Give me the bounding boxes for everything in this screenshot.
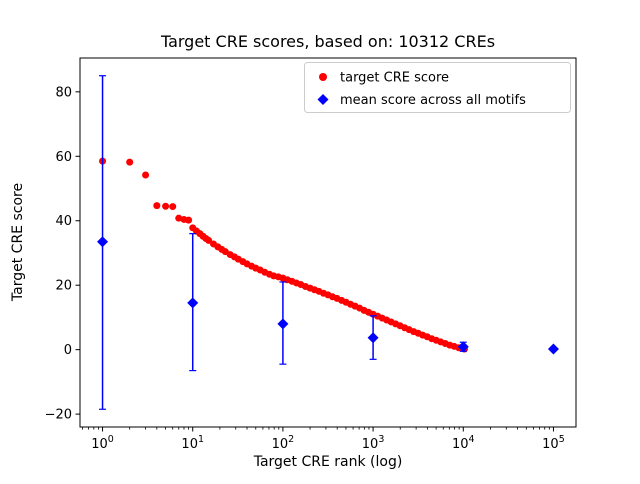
y-tick-label: 40 bbox=[55, 214, 72, 229]
target-score-point bbox=[162, 202, 170, 210]
y-tick-label: 60 bbox=[55, 150, 72, 165]
y-tick-label: 80 bbox=[55, 85, 72, 100]
mean-score-diamond bbox=[187, 297, 199, 309]
legend-mean-marker-icon bbox=[317, 94, 329, 105]
mean-score-diamond bbox=[457, 341, 469, 353]
y-tick-label: 20 bbox=[55, 279, 72, 294]
y-axis-label: Target CRE score bbox=[10, 183, 26, 302]
target-score-point bbox=[205, 236, 213, 244]
x-tick-label: 105 bbox=[542, 434, 565, 452]
x-tick-label: 104 bbox=[452, 434, 475, 452]
target-score-point bbox=[142, 171, 150, 179]
legend-target-marker-icon bbox=[319, 73, 327, 81]
mean-score-diamond bbox=[367, 332, 379, 344]
axis-ticks: 100 101 102 103 104 105 −20 0 20 40 60 80 bbox=[45, 85, 565, 452]
x-tick-label: 102 bbox=[272, 434, 295, 452]
legend-target-label: target CRE score bbox=[340, 71, 449, 86]
mean-score-diamond bbox=[547, 343, 559, 355]
mean-score-diamond bbox=[277, 318, 289, 330]
mean-score-diamond bbox=[97, 236, 109, 248]
mean-score-points bbox=[97, 75, 559, 410]
target-score-point bbox=[185, 216, 193, 224]
target-score-point bbox=[126, 158, 134, 166]
legend-box bbox=[304, 62, 571, 113]
x-axis-label: Target CRE rank (log) bbox=[253, 454, 403, 470]
target-score-point bbox=[153, 202, 161, 210]
x-tick-label: 103 bbox=[362, 434, 385, 452]
legend: target CRE score mean score across all m… bbox=[304, 62, 571, 113]
y-tick-label: −20 bbox=[45, 408, 72, 423]
plot-area bbox=[80, 58, 576, 427]
target-score-point bbox=[169, 203, 177, 211]
x-tick-label: 101 bbox=[181, 434, 204, 452]
chart-title: Target CRE scores, based on: 10312 CREs bbox=[160, 32, 495, 51]
target-score-point bbox=[175, 214, 183, 222]
legend-mean-label: mean score across all motifs bbox=[340, 93, 526, 108]
y-tick-label: 0 bbox=[64, 343, 72, 358]
plot-border bbox=[79, 57, 577, 428]
x-tick-label: 100 bbox=[91, 434, 114, 452]
